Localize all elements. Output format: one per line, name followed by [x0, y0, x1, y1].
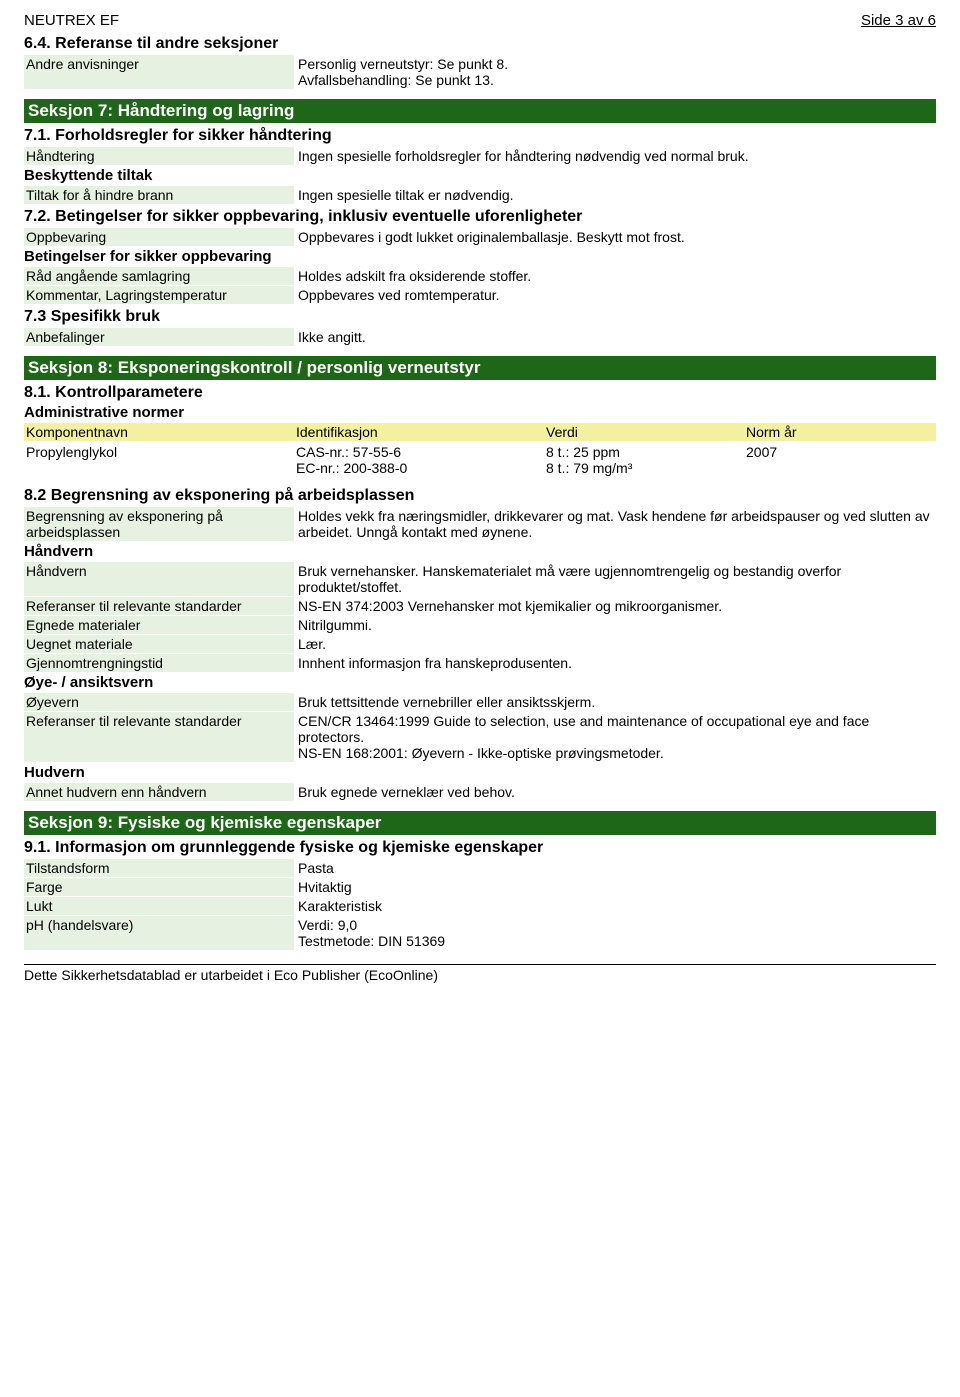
subheading-oyevern: Øye- / ansiktsvern — [24, 674, 936, 691]
row-item: Råd angående samlagring Holdes adskilt f… — [24, 267, 936, 285]
field-label: Uegnet materiale — [24, 635, 294, 653]
td-cell: CAS-nr.: 57-55-6 EC-nr.: 200-388-0 — [294, 443, 544, 477]
field-value: Ingen spesielle tiltak er nødvendig. — [294, 186, 936, 204]
product-name: NEUTREX EF — [24, 12, 119, 29]
row-item: Anbefalinger Ikke angitt. — [24, 328, 936, 346]
field-label: Kommentar, Lagringstemperatur — [24, 286, 294, 304]
field-label: pH (handelsvare) — [24, 916, 294, 950]
th-verdi: Verdi — [544, 423, 744, 441]
section-9-bar: Seksjon 9: Fysiske og kjemiske egenskape… — [24, 811, 936, 835]
row-item: Egnede materialer Nitrilgummi. — [24, 616, 936, 634]
td-cell: 2007 — [744, 443, 936, 477]
row-item: Lukt Karakteristisk — [24, 897, 936, 915]
subheading: Administrative normer — [24, 404, 936, 421]
field-label: Råd angående samlagring — [24, 267, 294, 285]
row-item: Oppbevaring Oppbevares i godt lukket ori… — [24, 228, 936, 246]
field-label: Øyevern — [24, 693, 294, 711]
field-label: Referanser til relevante standarder — [24, 712, 294, 762]
td-cell: Propylenglykol — [24, 443, 294, 477]
subheading-handvern: Håndvern — [24, 543, 936, 560]
row-item: Andre anvisninger Personlig verneutstyr:… — [24, 55, 936, 89]
th-normaar: Norm år — [744, 423, 936, 441]
field-value: Personlig verneutstyr: Se punkt 8. Avfal… — [294, 55, 936, 89]
field-value: Holdes vekk fra næringsmidler, drikkevar… — [294, 507, 936, 541]
field-label: Håndvern — [24, 562, 294, 596]
field-label: Annet hudvern enn håndvern — [24, 783, 294, 801]
th-identifikasjon: Identifikasjon — [294, 423, 544, 441]
subheading: Beskyttende tiltak — [24, 167, 936, 184]
page-header: NEUTREX EF Side 3 av 6 — [24, 12, 936, 29]
table-header: Komponentnavn Identifikasjon Verdi Norm … — [24, 423, 936, 441]
heading-8-1: 8.1. Kontrollparametere — [24, 384, 936, 402]
row-item: Uegnet materiale Lær. — [24, 635, 936, 653]
field-value: Oppbevares i godt lukket originalemballa… — [294, 228, 936, 246]
field-label: Oppbevaring — [24, 228, 294, 246]
field-label: Andre anvisninger — [24, 55, 294, 89]
field-value: NS-EN 374:2003 Vernehansker mot kjemikal… — [294, 597, 936, 615]
field-label: Tilstandsform — [24, 859, 294, 877]
row-item: Øyevern Bruk tettsittende vernebriller e… — [24, 693, 936, 711]
row-item: Tiltak for å hindre brann Ingen spesiell… — [24, 186, 936, 204]
page-number: Side 3 av 6 — [861, 12, 936, 29]
field-value: Pasta — [294, 859, 936, 877]
field-label: Begrensning av eksponering på arbeidspla… — [24, 507, 294, 541]
heading-6-4: 6.4. Referanse til andre seksjoner — [24, 35, 936, 53]
page-footer: Dette Sikkerhetsdatablad er utarbeidet i… — [24, 964, 936, 983]
table-row: Propylenglykol CAS-nr.: 57-55-6 EC-nr.: … — [24, 443, 936, 477]
field-label: Anbefalinger — [24, 328, 294, 346]
row-item: Referanser til relevante standarder CEN/… — [24, 712, 936, 762]
field-value: Ingen spesielle forholdsregler for håndt… — [294, 147, 936, 165]
section-7-bar: Seksjon 7: Håndtering og lagring — [24, 99, 936, 123]
row-item: Håndtering Ingen spesielle forholdsregle… — [24, 147, 936, 165]
field-value: Karakteristisk — [294, 897, 936, 915]
field-value: Bruk vernehansker. Hanskematerialet må v… — [294, 562, 936, 596]
field-value: Nitrilgummi. — [294, 616, 936, 634]
row-item: Kommentar, Lagringstemperatur Oppbevares… — [24, 286, 936, 304]
field-value: Ikke angitt. — [294, 328, 936, 346]
row-item: Tilstandsform Pasta — [24, 859, 936, 877]
th-komponentnavn: Komponentnavn — [24, 423, 294, 441]
field-value: Lær. — [294, 635, 936, 653]
field-value: Holdes adskilt fra oksiderende stoffer. — [294, 267, 936, 285]
row-item: Farge Hvitaktig — [24, 878, 936, 896]
field-value: Bruk egnede verneklær ved behov. — [294, 783, 936, 801]
field-value: Oppbevares ved romtemperatur. — [294, 286, 936, 304]
row-item: Annet hudvern enn håndvern Bruk egnede v… — [24, 783, 936, 801]
field-label: Referanser til relevante standarder — [24, 597, 294, 615]
td-cell: 8 t.: 25 ppm 8 t.: 79 mg/m³ — [544, 443, 744, 477]
row-item: Referanser til relevante standarder NS-E… — [24, 597, 936, 615]
field-label: Tiltak for å hindre brann — [24, 186, 294, 204]
field-value: Innhent informasjon fra hanskeprodusente… — [294, 654, 936, 672]
subheading-hudvern: Hudvern — [24, 764, 936, 781]
field-label: Egnede materialer — [24, 616, 294, 634]
field-value: Verdi: 9,0 Testmetode: DIN 51369 — [294, 916, 936, 950]
heading-7-1: 7.1. Forholdsregler for sikker håndterin… — [24, 127, 936, 145]
section-8-bar: Seksjon 8: Eksponeringskontroll / person… — [24, 356, 936, 380]
row-item: Gjennomtrengningstid Innhent informasjon… — [24, 654, 936, 672]
heading-8-2: 8.2 Begrensning av eksponering på arbeid… — [24, 487, 936, 505]
field-value: CEN/CR 13464:1999 Guide to selection, us… — [294, 712, 936, 762]
field-label: Lukt — [24, 897, 294, 915]
heading-7-3: 7.3 Spesifikk bruk — [24, 308, 936, 326]
field-value: Bruk tettsittende vernebriller eller ans… — [294, 693, 936, 711]
field-label: Farge — [24, 878, 294, 896]
heading-7-2: 7.2. Betingelser for sikker oppbevaring,… — [24, 208, 936, 226]
row-item: Begrensning av eksponering på arbeidspla… — [24, 507, 936, 541]
field-value: Hvitaktig — [294, 878, 936, 896]
field-label: Gjennomtrengningstid — [24, 654, 294, 672]
heading-9-1: 9.1. Informasjon om grunnleggende fysisk… — [24, 839, 936, 857]
subheading: Betingelser for sikker oppbevaring — [24, 248, 936, 265]
row-item: pH (handelsvare) Verdi: 9,0 Testmetode: … — [24, 916, 936, 950]
field-label: Håndtering — [24, 147, 294, 165]
row-item: Håndvern Bruk vernehansker. Hanskemateri… — [24, 562, 936, 596]
